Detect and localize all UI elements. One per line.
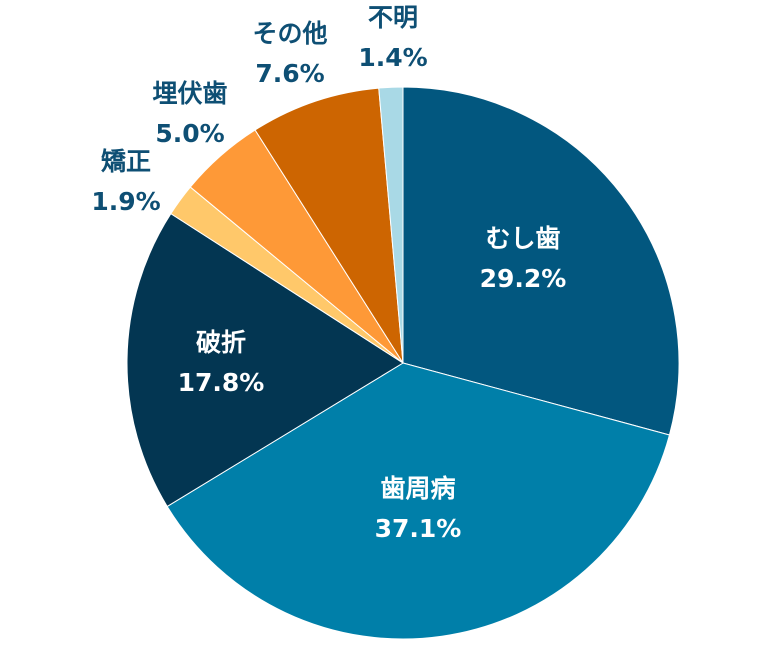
slice-value-1: 29.2% — [480, 264, 567, 293]
slice-label-6: その他 — [252, 19, 327, 48]
slice-value-3: 17.8% — [178, 368, 265, 397]
slice-label-3: 破折 — [196, 328, 246, 357]
slice-label-7: 不明 — [368, 3, 418, 32]
slice-value-2: 37.1% — [375, 514, 462, 543]
slice-value-7: 1.4% — [358, 43, 427, 72]
slice-label-5: 埋伏歯 — [152, 79, 227, 108]
pie-slice-2 — [166, 362, 671, 640]
pie-slices — [126, 86, 680, 640]
pie-slice-6 — [254, 87, 404, 364]
pie-slice-1 — [402, 86, 680, 436]
pie-slice-3 — [126, 212, 404, 508]
slice-label-4: 矯正 — [101, 147, 151, 176]
pie-slice-7 — [378, 86, 404, 364]
slice-label-1: むし歯 — [485, 224, 560, 253]
pie-labels: むし歯 29.2% 歯周病 37.1% 破折 17.8% 矯正 1.9% 埋伏歯 5.0% その他 7… — [91, 3, 566, 543]
slice-label-2: 歯周病 — [380, 474, 455, 503]
slice-value-5: 5.0% — [155, 119, 224, 148]
slice-value-4: 1.9% — [91, 187, 160, 216]
slice-value-6: 7.6% — [255, 59, 324, 88]
